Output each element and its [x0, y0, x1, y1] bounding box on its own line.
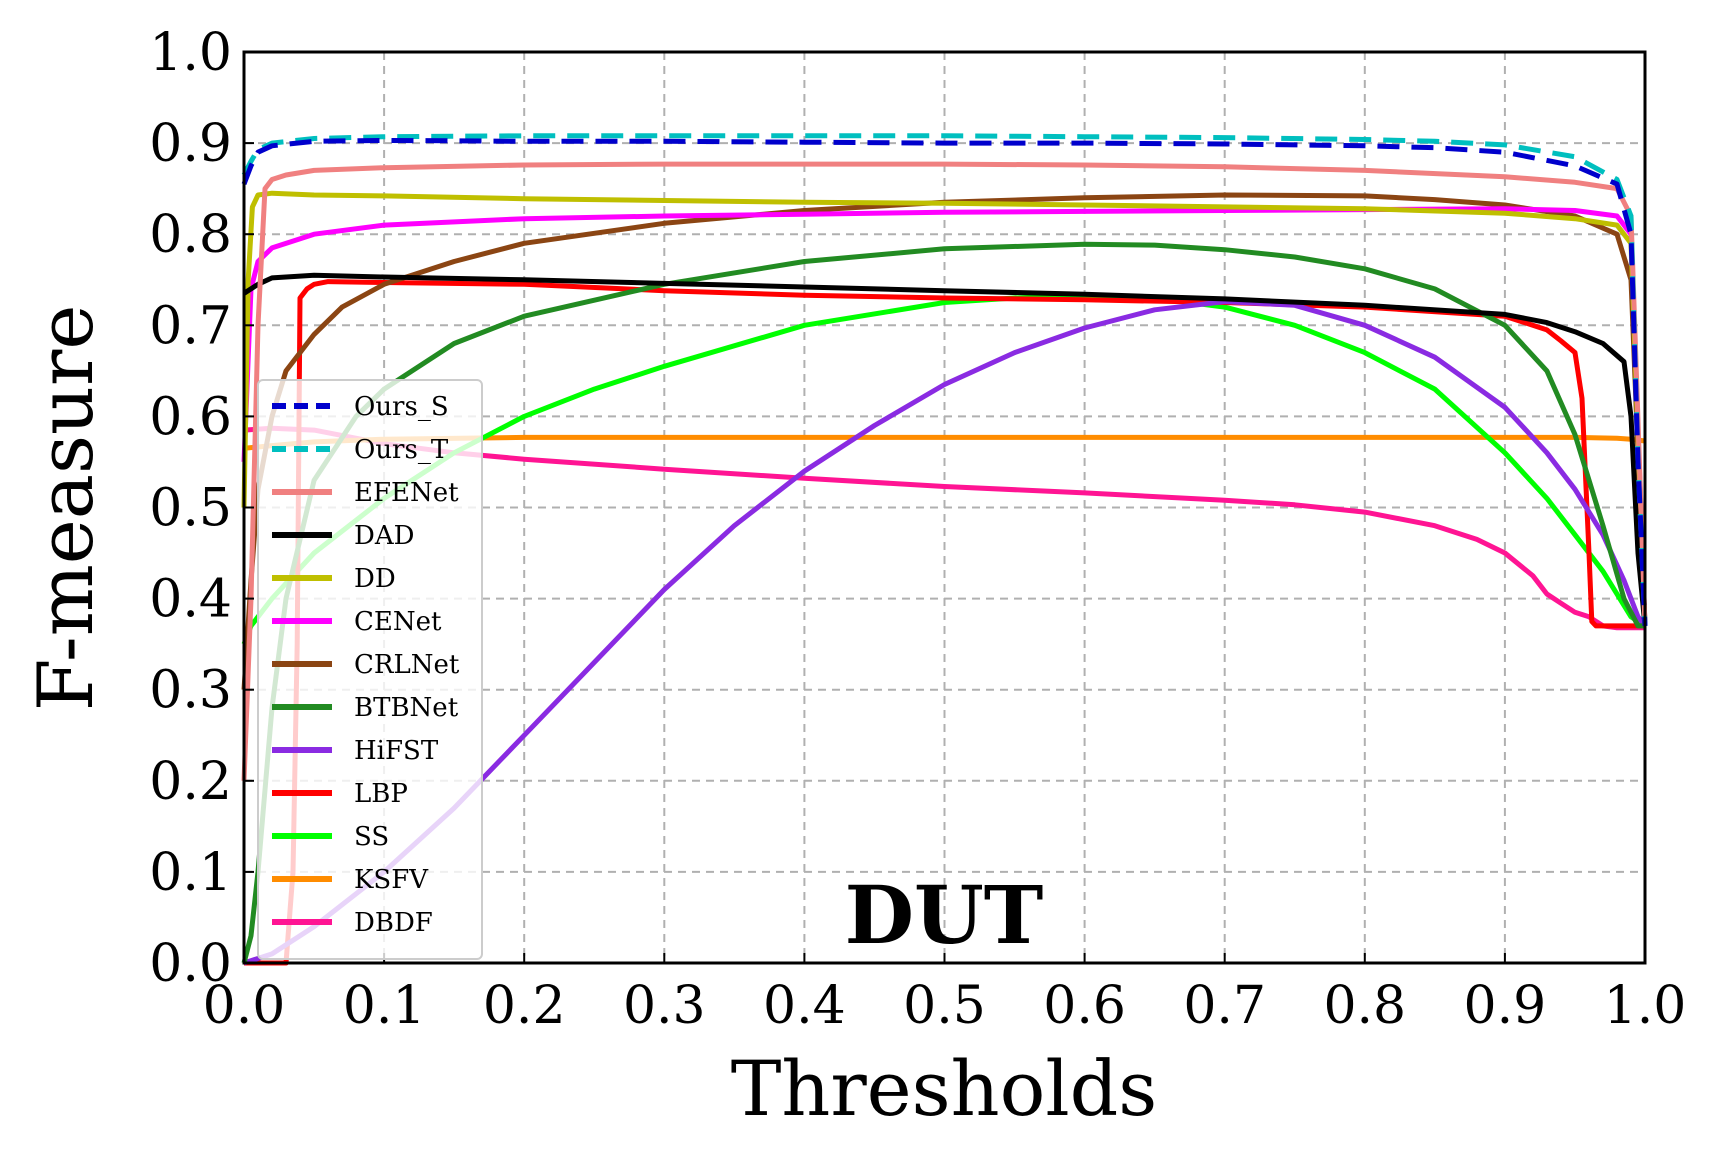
legend-label: KSFV [354, 865, 429, 895]
series-line-dd [241, 190, 1648, 626]
legend-label: BTBNet [354, 693, 459, 723]
x-tick-label: 0.5 [903, 976, 986, 1036]
y-tick-label: 0.0 [149, 934, 232, 994]
y-tick-label: 0.9 [149, 114, 232, 174]
legend-label: Ours_T [354, 435, 449, 465]
legend-label: EFENet [354, 478, 459, 508]
y-tick-label: 0.4 [149, 570, 232, 630]
legend-label: Ours_S [354, 392, 449, 422]
x-tick-label: 0.8 [1323, 976, 1406, 1036]
legend-label: DD [354, 564, 396, 594]
x-tick-label: 0.0 [203, 976, 286, 1036]
y-tick-label: 0.2 [149, 752, 232, 812]
series-line-dad [242, 272, 1648, 627]
x-tick-label: 1.0 [1604, 976, 1687, 1036]
y-tick-label: 0.3 [149, 661, 232, 721]
legend-label: CRLNet [354, 650, 460, 680]
y-axis-label: F-measure [21, 305, 110, 712]
y-tick-label: 0.5 [149, 479, 232, 539]
x-tick-label: 0.9 [1464, 976, 1547, 1036]
y-tick-label: 0.8 [149, 205, 232, 265]
series-line-cenet [241, 206, 1648, 626]
series-line-ours-s [241, 137, 1648, 627]
legend: Ours_S Ours_T EFENet DAD DD CENet CRLNet BTBNet… [257, 379, 483, 960]
legend-label: SS [354, 822, 389, 852]
x-tick-label: 0.1 [343, 976, 426, 1036]
x-axis-label: Thresholds [731, 1044, 1158, 1133]
y-tick-label: 0.7 [149, 296, 232, 356]
series-line-efenet [241, 161, 1648, 781]
x-tick-label: 0.4 [763, 976, 846, 1036]
x-tick-label: 0.6 [1043, 976, 1126, 1036]
legend-label: DBDF [354, 908, 433, 938]
legend-label: LBP [354, 779, 408, 809]
x-tick-label: 0.7 [1183, 976, 1266, 1036]
y-tick-label: 0.1 [149, 843, 232, 903]
legend-box [257, 379, 483, 960]
legend-label: DAD [354, 521, 414, 551]
grid-layer [244, 52, 1645, 963]
legend-label: HiFST [354, 736, 439, 766]
legend-label: CENet [354, 607, 442, 637]
y-tick-label: 0.6 [149, 387, 232, 447]
x-tick-label: 0.3 [623, 976, 706, 1036]
series-line-ours-t [241, 133, 1648, 627]
y-tick-label: 1.0 [149, 23, 232, 83]
x-tick-label: 0.2 [483, 976, 566, 1036]
annotation-label: DUT [845, 868, 1044, 962]
tick-layer: 0.0 0.1 0.2 0.3 0.4 0.5 0.6 0.7 0.8 0.9 1.0 0.0 0.1 0… [149, 23, 1686, 1036]
